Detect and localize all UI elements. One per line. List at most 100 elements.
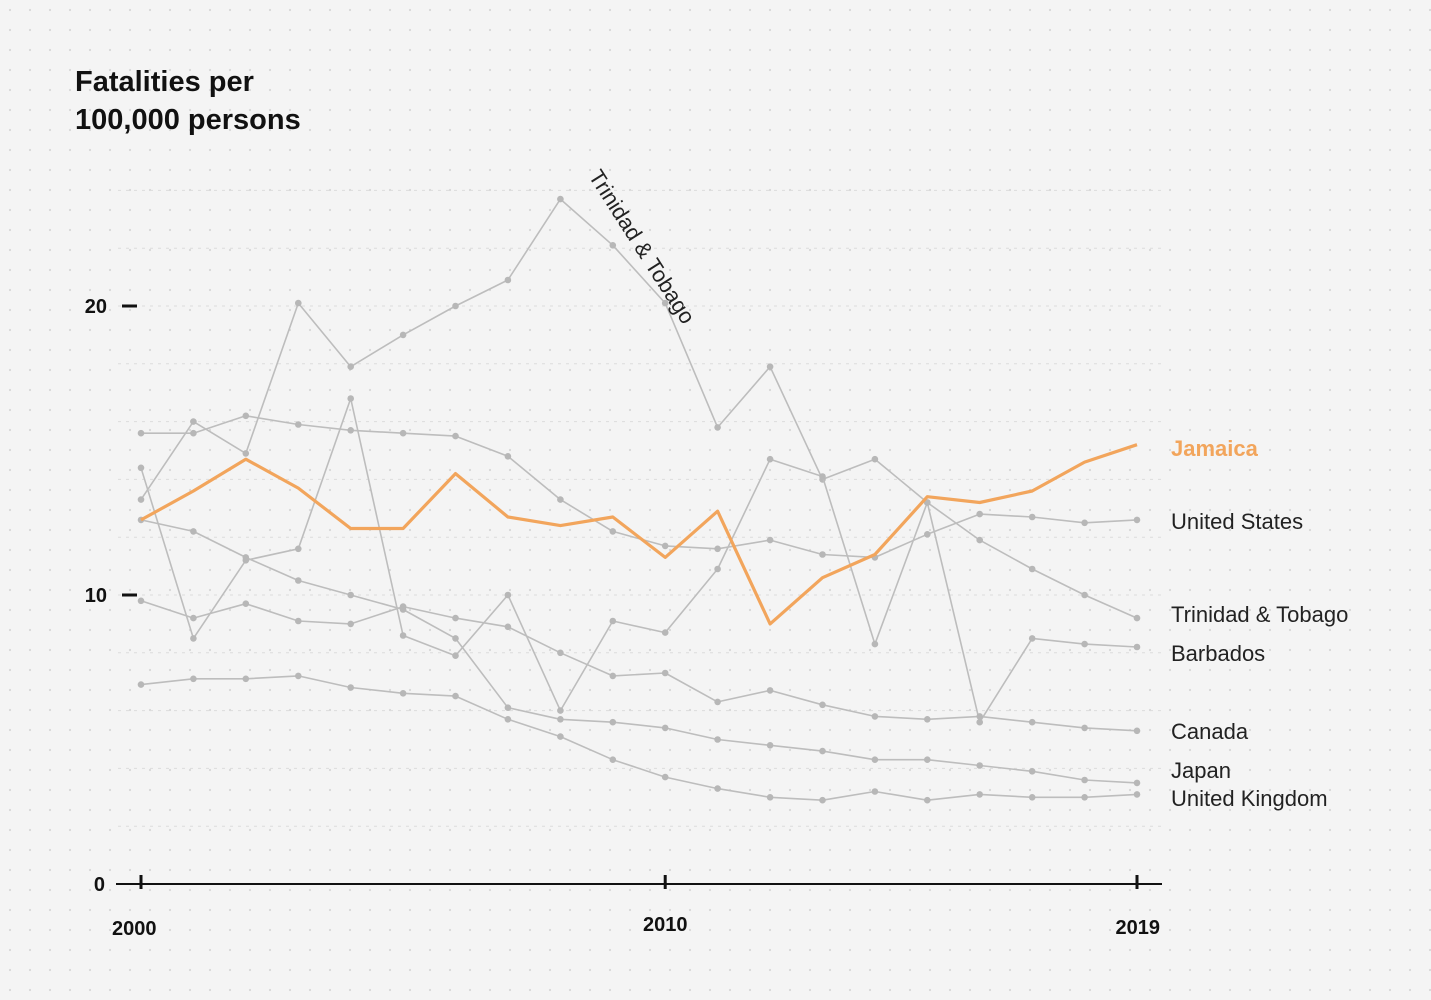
- series-label: Japan: [1171, 758, 1231, 783]
- series-line: [140, 675, 1138, 802]
- data-point: [504, 276, 512, 284]
- data-point: [766, 536, 774, 544]
- chart-title-line-1: Fatalities per: [75, 66, 254, 98]
- data-point: [557, 707, 564, 714]
- data-point: [399, 690, 407, 697]
- data-point: [242, 450, 250, 457]
- data-point: [137, 464, 145, 472]
- data-point: [295, 545, 302, 553]
- series-line: [140, 443, 1138, 626]
- data-point: [1081, 794, 1088, 801]
- data-point: [766, 687, 774, 694]
- data-point: [661, 299, 669, 307]
- data-point: [399, 429, 407, 437]
- gridlines: [118, 189, 1162, 827]
- data-point: [871, 713, 879, 720]
- data-point: [1133, 643, 1141, 651]
- data-point: [819, 473, 826, 480]
- x-tick-label: 2019: [1116, 917, 1161, 939]
- series-label: Barbados: [1171, 641, 1265, 666]
- data-point: [504, 716, 512, 723]
- x-tick-label: 2000: [112, 918, 157, 940]
- data-point: [1028, 794, 1036, 801]
- data-point: [557, 195, 564, 203]
- data-point: [190, 429, 197, 437]
- series-label: United Kingdom: [1171, 786, 1328, 811]
- data-point: [766, 455, 774, 463]
- series-jamaica: [140, 443, 1138, 626]
- data-point: [924, 796, 931, 804]
- data-point: [557, 733, 564, 740]
- data-point: [661, 542, 669, 550]
- data-point: [714, 785, 721, 792]
- data-point: [819, 551, 826, 558]
- data-point: [714, 698, 721, 706]
- series-line: [140, 198, 1138, 619]
- series-barbados: [137, 395, 1141, 726]
- data-point: [504, 453, 512, 460]
- data-point: [924, 756, 931, 763]
- data-point: [190, 418, 197, 425]
- data-point: [137, 681, 145, 688]
- data-point: [661, 724, 669, 732]
- data-point: [976, 791, 983, 798]
- data-point: [819, 701, 826, 709]
- data-point: [347, 427, 355, 434]
- data-point: [295, 577, 302, 584]
- series-united-kingdom: [137, 672, 1141, 804]
- chart-title-line-2: 100,000 persons: [75, 104, 301, 136]
- data-point: [190, 528, 197, 535]
- data-point: [1081, 724, 1088, 732]
- data-point: [976, 536, 983, 544]
- data-point: [924, 531, 931, 538]
- data-point: [452, 302, 459, 310]
- series-japan: [137, 516, 1141, 787]
- series-label: United States: [1171, 509, 1303, 534]
- data-point: [399, 632, 407, 639]
- data-point: [976, 718, 983, 726]
- data-point: [1081, 776, 1088, 784]
- data-point: [137, 496, 145, 503]
- chart-title: Fatalities per 100,000 persons: [75, 66, 301, 136]
- data-point: [137, 429, 145, 437]
- data-point: [504, 704, 512, 711]
- series-label: Jamaica: [1171, 436, 1259, 461]
- data-point: [347, 363, 355, 371]
- axes: 0 10 20 2000 2010 2019: [85, 296, 1162, 940]
- data-point: [557, 649, 564, 657]
- series-lines: [137, 195, 1141, 804]
- data-point: [1028, 768, 1036, 775]
- data-point: [347, 395, 355, 402]
- data-point: [714, 565, 721, 573]
- data-point: [609, 672, 617, 680]
- data-point: [714, 736, 721, 743]
- data-point: [976, 510, 983, 518]
- data-point: [976, 713, 983, 720]
- data-point: [295, 617, 302, 625]
- data-point: [504, 591, 512, 599]
- data-point: [295, 299, 302, 307]
- data-point: [452, 614, 459, 622]
- data-point: [766, 363, 774, 371]
- data-point: [557, 716, 564, 723]
- data-point: [1133, 791, 1141, 798]
- data-point: [1133, 779, 1141, 787]
- data-point: [295, 421, 302, 428]
- data-point: [661, 629, 669, 636]
- data-point: [1081, 591, 1088, 599]
- data-point: [504, 623, 512, 631]
- data-point: [190, 635, 197, 642]
- data-point: [609, 718, 617, 726]
- data-point: [399, 606, 407, 613]
- data-point: [452, 635, 459, 642]
- data-point: [399, 331, 407, 339]
- data-point: [1133, 614, 1141, 622]
- data-point: [557, 496, 564, 503]
- data-point: [924, 716, 931, 723]
- data-point: [137, 597, 145, 605]
- data-point: [452, 652, 459, 659]
- data-point: [1081, 519, 1088, 527]
- series-line: [140, 600, 1138, 732]
- data-point: [347, 620, 355, 628]
